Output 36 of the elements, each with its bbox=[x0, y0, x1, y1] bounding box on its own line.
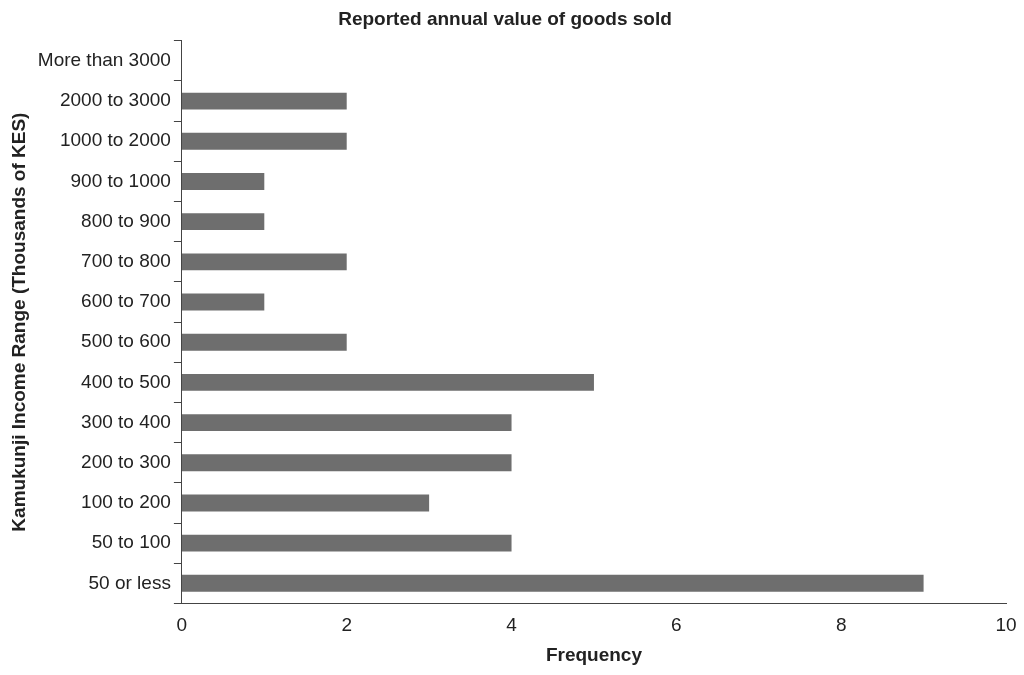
y-tick-label: 700 to 800 bbox=[81, 250, 171, 272]
x-tick-label: 6 bbox=[671, 614, 682, 636]
y-tick-label: 500 to 600 bbox=[81, 330, 171, 352]
y-tick-label: 800 to 900 bbox=[81, 209, 171, 231]
x-tick-label: 4 bbox=[506, 614, 518, 636]
x-tick-label: 2 bbox=[341, 614, 352, 636]
x-tick-label: 0 bbox=[176, 614, 188, 636]
y-tick-label: 400 to 500 bbox=[81, 370, 171, 392]
y-tick-label: More than 3000 bbox=[37, 49, 171, 71]
y-tick-label: 200 to 300 bbox=[81, 450, 171, 472]
bar bbox=[181, 414, 512, 431]
y-tick-label: 300 to 400 bbox=[81, 410, 171, 432]
y-tick-label: 2000 to 3000 bbox=[59, 89, 171, 111]
y-axis-title: Kamukunji Income Range (Thousands of KES) bbox=[7, 112, 29, 532]
bar bbox=[181, 213, 265, 231]
bar bbox=[181, 574, 924, 592]
bar bbox=[181, 92, 347, 110]
x-axis-title: Frequency bbox=[545, 643, 643, 665]
bar bbox=[181, 454, 512, 472]
bar bbox=[181, 494, 430, 512]
y-tick-label: 50 to 100 bbox=[91, 531, 171, 553]
bar bbox=[181, 293, 265, 311]
bar bbox=[181, 333, 347, 351]
bar bbox=[181, 373, 594, 391]
y-tick-label: 50 or less bbox=[88, 571, 171, 593]
x-tick-label: 10 bbox=[995, 614, 1017, 636]
y-tick-label: 600 to 700 bbox=[81, 290, 171, 312]
bar bbox=[181, 132, 347, 150]
y-tick-label: 900 to 1000 bbox=[70, 169, 171, 191]
y-tick-label: 1000 to 2000 bbox=[59, 129, 171, 151]
bar bbox=[181, 534, 512, 552]
bar bbox=[181, 253, 347, 271]
y-tick-label: 100 to 200 bbox=[81, 491, 171, 513]
chart-title: Reported annual value of goods sold bbox=[338, 7, 672, 29]
bar bbox=[181, 173, 265, 190]
x-tick-label: 8 bbox=[835, 614, 847, 636]
